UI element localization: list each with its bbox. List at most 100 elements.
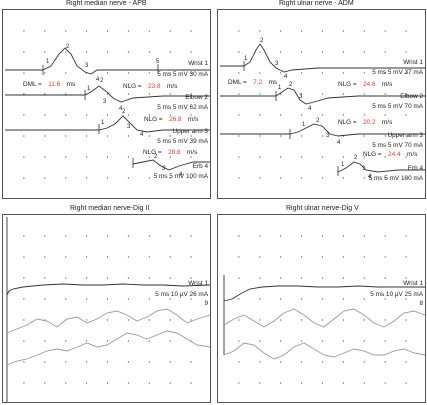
grid-dot xyxy=(190,298,192,300)
grid-dot xyxy=(238,51,240,53)
grid-dot xyxy=(405,256,407,258)
label-wrist: Wrist 1 xyxy=(403,59,423,66)
grid-dot xyxy=(106,235,109,237)
grid-dot xyxy=(44,51,46,53)
trace-light-2 xyxy=(6,330,211,366)
grid-dot xyxy=(238,156,240,158)
grid-dot xyxy=(106,319,109,321)
grid-dot xyxy=(280,93,282,95)
grid-dot xyxy=(280,256,282,258)
grid-dot xyxy=(65,298,67,300)
grid-dot xyxy=(44,72,46,74)
label-wrist-scale: 5 ms 5 mV 37 mA xyxy=(372,69,424,76)
grid-dot xyxy=(148,30,150,32)
grid-dot xyxy=(44,361,46,363)
grid-dot xyxy=(280,277,282,279)
grid-dot xyxy=(44,277,46,279)
grid-dot xyxy=(23,235,25,237)
grid-dot xyxy=(148,135,150,137)
grid-dot xyxy=(148,298,150,300)
grid-dot xyxy=(190,156,192,158)
grid-dot xyxy=(384,93,386,95)
grid-dot xyxy=(321,135,324,137)
grid-dot xyxy=(405,51,407,53)
grid-dot xyxy=(190,177,192,179)
label-wrist-scale: 5 ms 5 mV 30 mA xyxy=(157,71,209,78)
grid-dot xyxy=(280,72,282,74)
grid-dot xyxy=(86,277,88,279)
grid-dot xyxy=(280,382,282,384)
grid-dot xyxy=(106,277,109,279)
grid-dot xyxy=(405,298,407,300)
grid-dot xyxy=(86,30,88,32)
grid-dot xyxy=(65,72,67,74)
grid-dot xyxy=(301,382,303,384)
grid-dot xyxy=(86,156,88,158)
marker-2c: 2 xyxy=(122,109,126,115)
grid-dot xyxy=(238,361,240,363)
grid-dot xyxy=(405,93,407,95)
marker-2: 2 xyxy=(66,44,70,50)
grid-dot xyxy=(65,361,67,363)
grid-dot xyxy=(301,256,303,258)
grid-dot xyxy=(23,382,25,384)
grid-dot xyxy=(65,51,67,53)
grid-dot xyxy=(23,135,25,137)
grid-dot xyxy=(23,114,25,116)
grid-dot xyxy=(44,135,46,137)
grid-dot xyxy=(148,256,150,258)
marker-2b: 2 xyxy=(289,82,293,88)
grid-dot xyxy=(363,235,365,237)
grid-dot xyxy=(127,30,129,32)
grid-dot xyxy=(342,51,344,53)
grid-dot xyxy=(65,30,67,32)
marker-4d: 4 xyxy=(179,172,183,178)
panel-ulnar-dig5: Wrist 1 5 ms 10 µV 25 mA 8 xyxy=(217,214,426,403)
grid-dot xyxy=(65,235,67,237)
grid-dot xyxy=(321,51,324,53)
grid-dot xyxy=(259,156,261,158)
grid-dot xyxy=(301,298,303,300)
grid-dot xyxy=(190,235,192,237)
dml-readout: DML = 7.2 ms xyxy=(228,71,277,88)
marker-3c: 3 xyxy=(127,124,131,130)
grid-dot xyxy=(384,72,386,74)
grid-dot xyxy=(405,114,407,116)
grid-dot xyxy=(321,256,324,258)
grid-dot xyxy=(342,177,344,179)
grid-dot xyxy=(169,382,171,384)
marker-2c: 2 xyxy=(316,118,320,124)
grid-dot xyxy=(384,277,386,279)
grid-dot xyxy=(238,135,240,137)
grid-dot xyxy=(23,93,25,95)
label-upper-arm: Upper arm 3 xyxy=(172,128,208,135)
grid-dot xyxy=(106,256,109,258)
grid-dot xyxy=(148,51,150,53)
grid-dot xyxy=(259,277,261,279)
marker-5: 5 xyxy=(156,59,160,65)
grid-dot xyxy=(106,114,109,116)
grid-dot xyxy=(280,114,282,116)
grid-dot xyxy=(342,72,344,74)
grid-dot xyxy=(363,177,365,179)
dml-readout: DML = 11.6 ms xyxy=(23,73,75,90)
marker-3d: 3 xyxy=(362,166,366,172)
grid-dot xyxy=(363,382,365,384)
grid-dot xyxy=(148,382,150,384)
grid-dot xyxy=(148,235,150,237)
grid-dot xyxy=(321,93,324,95)
grid-dot xyxy=(44,382,46,384)
grid-dot xyxy=(148,72,150,74)
grid-dot xyxy=(342,256,344,258)
grid-dot xyxy=(148,177,150,179)
grid-dots xyxy=(238,235,407,384)
grid-dot xyxy=(280,51,282,53)
label-erb-scale: 5 ms 5 mV 100 mA xyxy=(369,175,424,182)
grid-dot xyxy=(169,298,171,300)
grid-dot xyxy=(259,30,261,32)
grid-dot xyxy=(259,177,261,179)
grid-dot xyxy=(65,135,67,137)
median-apb-plot: 1 2 3 4 5 1 2 3 4 1 2 3 4 2 3 4 Wrist 1 … xyxy=(5,30,210,180)
grid-dot xyxy=(301,156,303,158)
marker-1: 1 xyxy=(244,56,248,62)
